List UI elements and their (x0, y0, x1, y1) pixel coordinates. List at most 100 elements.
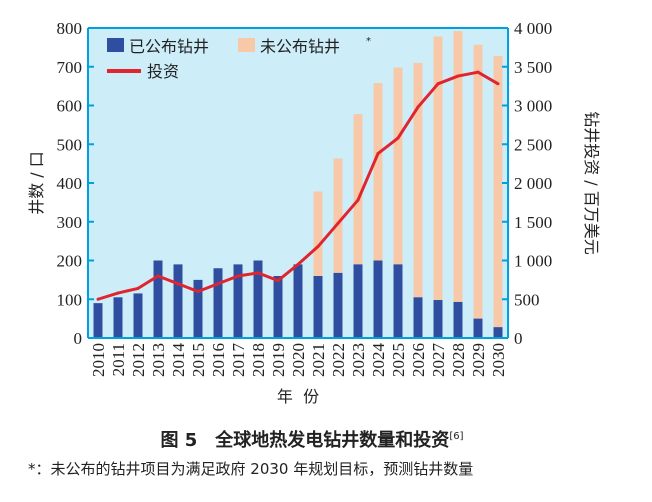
investment-point-2011 (116, 291, 120, 295)
bar-published-2012 (133, 293, 143, 338)
x-tick-label: 2023 (349, 343, 368, 377)
legend-swatch-unpublished (238, 38, 255, 52)
bar-published-2010 (93, 303, 103, 338)
investment-point-2023 (356, 198, 360, 202)
bar-unpublished-2025 (393, 67, 403, 265)
legend-swatch-published (107, 38, 124, 52)
caption-ref: [6] (449, 431, 463, 442)
y2-axis-label: 钻井投资 / 百万美元 (582, 111, 601, 255)
investment-point-2021 (316, 245, 320, 249)
footnote: *：未公布的钻井项目为满足政府 2030 年规划目标，预测钻井数量 (28, 460, 473, 478)
investment-point-2019 (276, 279, 280, 283)
y-tick-label: 500 (57, 135, 83, 154)
bar-published-2021 (313, 276, 323, 338)
bar-unpublished-2028 (453, 31, 463, 302)
investment-point-2029 (476, 70, 480, 74)
x-tick-label: 2027 (429, 343, 448, 378)
bar-published-2025 (393, 264, 403, 338)
bar-published-2016 (213, 268, 223, 338)
y2-tick-label: 500 (514, 290, 540, 309)
x-tick-label: 2022 (329, 343, 348, 377)
investment-point-2015 (196, 290, 200, 293)
bar-published-2027 (433, 300, 443, 338)
y2-tick-label: 3 500 (514, 58, 552, 77)
bar-unpublished-2030 (493, 55, 503, 328)
investment-point-2014 (176, 282, 180, 286)
bar-published-2028 (453, 301, 463, 338)
x-tick-label: 2012 (129, 343, 148, 377)
x-tick-label: 2021 (309, 343, 328, 377)
investment-point-2030 (496, 82, 500, 86)
investment-point-2026 (416, 105, 420, 109)
x-tick-label: 2028 (449, 343, 468, 377)
y2-tick-label: 1 000 (514, 252, 552, 271)
investment-point-2028 (456, 74, 460, 78)
x-tick-label: 2020 (289, 343, 308, 377)
x-tick-label: 2024 (369, 343, 388, 378)
investment-point-2024 (376, 152, 380, 156)
bar-published-2024 (373, 260, 383, 338)
investment-point-2013 (156, 274, 160, 278)
y2-tick-label: 1 500 (514, 213, 552, 232)
bar-published-2015 (193, 279, 203, 338)
investment-point-2012 (136, 286, 140, 290)
x-tick-label: 2013 (149, 343, 168, 377)
y2-tick-label: 3 000 (514, 97, 552, 116)
bar-unpublished-2026 (413, 62, 423, 298)
y-tick-label: 600 (57, 97, 83, 116)
bar-published-2023 (353, 264, 363, 338)
legend: 已公布钻井 未公布钻井 * 投资 (107, 36, 371, 81)
investment-point-2027 (436, 82, 440, 86)
x-tick-label: 2025 (389, 343, 408, 377)
y-tick-label: 700 (57, 58, 83, 77)
y2-tick-label: 2 500 (514, 135, 552, 154)
bar-published-2020 (293, 264, 303, 338)
legend-label-unpublished: 未公布钻井 (260, 37, 340, 56)
y2-tick-label: 2 000 (514, 174, 552, 193)
figure-caption: 图 5 全球地热发电钻井数量和投资[6] (161, 429, 464, 451)
bar-published-2011 (113, 297, 123, 338)
bar-unpublished-2029 (473, 44, 483, 319)
x-tick-label: 2016 (209, 343, 228, 377)
investment-point-2010 (96, 297, 100, 301)
y-tick-label: 0 (74, 329, 83, 348)
bar-published-2029 (473, 318, 483, 338)
y2-tick-label: 4 000 (514, 19, 552, 38)
bar-published-2019 (273, 276, 283, 338)
x-tick-label: 2011 (109, 343, 128, 376)
y-tick-label: 300 (57, 213, 83, 232)
bar-published-2018 (253, 260, 263, 338)
investment-point-2017 (236, 274, 240, 278)
x-tick-label: 2019 (269, 343, 288, 377)
x-tick-label: 2017 (229, 343, 248, 378)
bar-published-2022 (333, 272, 343, 338)
bar-published-2017 (233, 264, 243, 338)
x-tick-label: 2015 (189, 343, 208, 377)
bar-published-2013 (153, 260, 163, 338)
y-tick-label: 800 (57, 19, 83, 38)
bar-published-2014 (173, 264, 183, 338)
caption-title: 图 5 全球地热发电钻井数量和投资 (161, 429, 450, 451)
legend-asterisk: * (366, 36, 371, 47)
bar-published-2030 (493, 327, 503, 338)
bar-unpublished-2027 (433, 36, 443, 301)
bar-unpublished-2024 (373, 83, 383, 261)
bar-unpublished-2022 (333, 158, 343, 273)
x-tick-label: 2029 (469, 343, 488, 377)
x-tick-label: 2018 (249, 343, 268, 377)
y-tick-label: 100 (57, 290, 83, 309)
investment-point-2016 (216, 282, 220, 286)
x-tick-label: 2026 (409, 343, 428, 377)
legend-label-published: 已公布钻井 (129, 37, 209, 56)
y-tick-label: 200 (57, 252, 83, 271)
investment-point-2022 (336, 221, 340, 225)
x-axis-label: 年 份 (277, 387, 319, 406)
x-tick-label: 2030 (489, 343, 508, 377)
y-tick-label: 400 (57, 174, 83, 193)
legend-label-investment: 投资 (147, 62, 179, 81)
y2-tick-label: 0 (514, 329, 523, 348)
investment-point-2018 (256, 271, 260, 275)
investment-point-2025 (396, 136, 400, 140)
x-tick-label: 2014 (169, 343, 188, 378)
